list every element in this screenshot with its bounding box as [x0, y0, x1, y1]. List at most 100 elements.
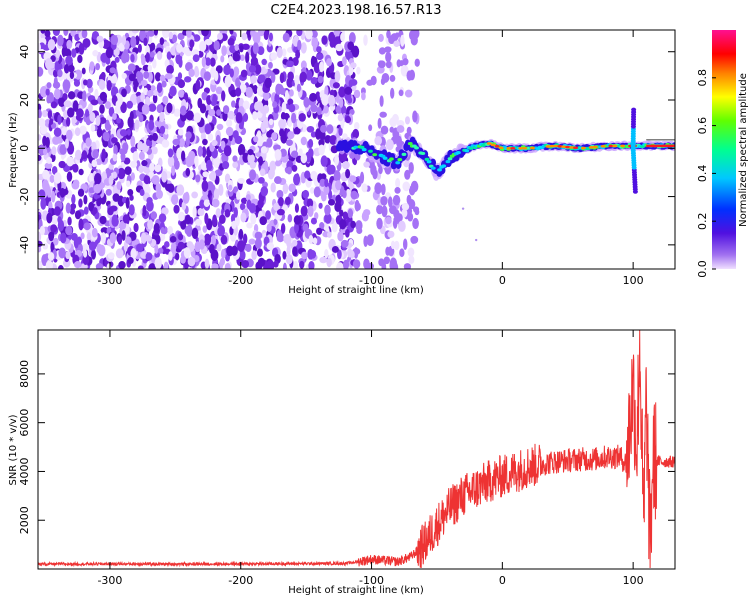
spectrogram-speckle: [228, 55, 233, 66]
spectrogram-speckle: [401, 202, 410, 211]
spectrogram-speckle: [238, 122, 244, 130]
spectrogram-speckle: [99, 215, 107, 225]
trace-peak: [529, 146, 535, 150]
spectrogram-speckle: [130, 54, 135, 63]
trace-core: [430, 166, 436, 170]
spectrogram-speckle: [363, 34, 368, 46]
spectrogram-speckle: [300, 136, 307, 146]
spectrogram-speckle: [154, 257, 162, 269]
spectrogram-speckle: [91, 249, 96, 260]
spectrogram-speckle: [166, 102, 173, 114]
spectrogram-speckle: [64, 138, 69, 149]
trace-core: [361, 148, 367, 152]
spectrogram-speckle: [140, 232, 147, 244]
spectrogram-speckle: [221, 90, 226, 102]
spectrogram-speckle: [82, 38, 91, 48]
spectrogram-speckle: [257, 74, 266, 83]
spectrogram-speckle: [288, 183, 296, 193]
spectrogram-speckle: [158, 213, 167, 223]
spectrogram-speckle: [300, 42, 307, 54]
spectrogram-speckle: [187, 256, 196, 267]
spectrogram-speckle: [177, 32, 185, 41]
trace-core: [437, 168, 442, 172]
spectrogram-speckle: [308, 260, 315, 269]
spectrogram-speckle: [268, 118, 274, 126]
spectrogram-speckle: [130, 160, 138, 168]
spectrogram-speckle: [67, 216, 72, 226]
spectrogram-speckle: [385, 51, 392, 63]
spectrogram-speckle: [285, 139, 293, 146]
spectrogram-speckle: [396, 59, 401, 68]
spectrogram-speckle: [245, 194, 251, 201]
spectrogram-speckle: [115, 100, 122, 109]
snr-series-line: [38, 330, 675, 569]
spectrogram-speckle: [202, 171, 209, 178]
spectrogram-speckle: [124, 166, 132, 175]
spectrogram-speckle: [258, 176, 265, 184]
spectrogram-speckle: [294, 203, 299, 213]
spectrogram-speckle: [293, 173, 301, 186]
spectrogram-speckle: [320, 124, 327, 133]
spectrogram-speckle: [140, 53, 145, 61]
spectrogram-speckle: [219, 257, 226, 266]
spectrogram-speckle: [130, 135, 136, 148]
spectrogram-speckle: [169, 85, 177, 97]
spectrogram-x-tick-label: 0: [499, 274, 506, 287]
spectrogram-speckle: [44, 162, 53, 169]
spectrogram-speckle: [321, 35, 328, 45]
spectrogram-y-axis: -40 -20 0 20 40: [18, 45, 675, 254]
spectrogram-speckle: [54, 61, 60, 72]
trace-core: [455, 151, 461, 155]
spectrogram-speckle: [399, 248, 405, 258]
spectrogram-speckle: [266, 137, 273, 148]
spectrogram-speckle: [86, 78, 93, 89]
spectrogram-speckle: [197, 207, 205, 217]
spectrogram-speckle: [257, 257, 266, 267]
spectrogram-speckle: [143, 37, 148, 47]
trace-peak: [490, 143, 496, 147]
spectrogram-speckle: [333, 30, 342, 37]
spectrogram-speckle: [92, 207, 98, 214]
spectrogram-speckle: [245, 51, 250, 64]
spectrogram-speckle: [44, 30, 51, 38]
spectrogram-speckle: [260, 121, 266, 133]
spectrogram-speckle: [121, 230, 126, 241]
trace-peak: [608, 144, 614, 148]
trace-peak: [612, 144, 618, 148]
spectrogram-speckle: [161, 207, 169, 216]
trace-body: [430, 158, 437, 167]
trace-spike: [631, 107, 637, 112]
spectrogram-speckle: [143, 175, 151, 185]
trace-peak: [553, 144, 559, 148]
spectrogram-speckle: [232, 53, 241, 62]
trace-core: [445, 159, 451, 164]
spectrogram-speckle: [38, 260, 43, 269]
spectrogram-speckle: [95, 158, 103, 166]
spectrogram-speckle: [251, 250, 257, 261]
spectrogram-speckle: [52, 30, 60, 36]
spectrogram-speckle: [280, 223, 286, 234]
spectrogram-speckle: [344, 86, 353, 95]
spectrogram-speckle: [180, 219, 187, 230]
spectrogram-speckle: [305, 70, 313, 81]
spectrogram-speckle: [50, 241, 55, 253]
spectrogram-speckle: [341, 105, 347, 116]
spectrogram-speckle: [224, 208, 231, 218]
spectrogram-speckle: [172, 34, 178, 43]
spectrogram-speckle: [402, 238, 408, 250]
spectrogram-speckle: [57, 216, 62, 224]
spectrogram-speckle: [306, 125, 315, 133]
spectrogram-speckle: [326, 124, 334, 134]
spectrogram-speckle: [93, 183, 102, 194]
spectrogram-speckle: [299, 71, 307, 83]
trace-peak: [545, 145, 551, 148]
spectrogram-speckle: [137, 43, 142, 53]
spectrogram-speckle: [239, 83, 247, 94]
spectrogram-speckle: [347, 208, 354, 219]
spectrogram-speckle: [276, 46, 283, 59]
trace-core: [464, 149, 470, 153]
spectrogram-speckle: [132, 151, 139, 163]
spectrogram-speckle: [408, 255, 415, 264]
spectrogram-speckle: [319, 256, 328, 264]
spectrogram-speckle: [280, 111, 286, 121]
